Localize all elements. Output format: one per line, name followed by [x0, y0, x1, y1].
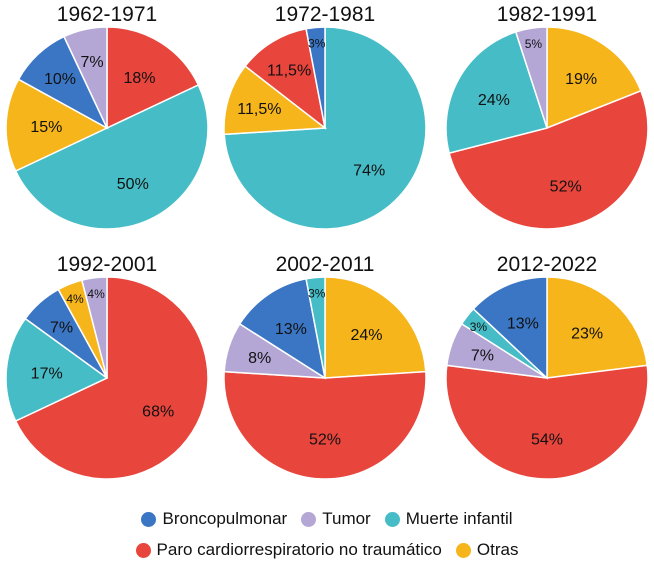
pie-chart-1972-1981: 1972-1981 74% 11,5% 11,5% 3% — [223, 3, 427, 230]
data-label-broncopulmonar: 3% — [308, 37, 326, 51]
pie-slice-paro-cardiorrespiratorio-no-traumatico — [223, 370, 427, 480]
data-label-broncopulmonar: 13% — [507, 315, 539, 332]
data-label-muerte-infantil: 3% — [308, 287, 326, 301]
data-label-broncopulmonar: 10% — [44, 71, 76, 88]
chart-title: 1992-2001 — [57, 253, 157, 276]
data-label-muerte-infantil: 17% — [31, 365, 63, 382]
chart-title: 1982-1991 — [497, 3, 597, 26]
pie-slice-tumor — [63, 26, 108, 129]
data-label-paro-cardiorrespiratorio-no-traumatico: 54% — [531, 432, 563, 449]
data-label-muerte-infantil: 74% — [353, 163, 385, 180]
data-label-paro-cardiorrespiratorio-no-traumatico: 68% — [142, 404, 174, 421]
pie-slice-broncopulmonar — [472, 276, 548, 380]
data-label-paro-cardiorrespiratorio-no-traumatico: 11,5% — [267, 62, 311, 79]
legend-label-muerte-infantil: Muerte infantil — [405, 509, 513, 528]
data-label-tumor: 7% — [80, 54, 103, 71]
chart-title: 1972-1981 — [275, 3, 375, 26]
pie-slice-muerte-infantil — [5, 317, 109, 422]
legend-swatch-broncopulmonar — [141, 511, 157, 527]
pie-chart-2002-2011: 2002-2011 24% 52% 8%13% 3% — [223, 253, 427, 480]
pie-slice-paro-cardiorrespiratorio-no-traumatico — [106, 26, 200, 130]
legend-label-tumor: Tumor — [322, 509, 371, 528]
pie-slice-paro-cardiorrespiratorio-no-traumatico — [445, 364, 649, 480]
legend-row-1: Broncopulmonar Tumor Muerte infantil — [0, 509, 654, 529]
data-label-tumor: 7% — [471, 348, 494, 365]
pie-chart-2012-2022: 2012-2022 23% 54% 7% 3% 13% — [445, 253, 649, 480]
data-label-paro-cardiorrespiratorio-no-traumatico: 52% — [309, 432, 341, 449]
legend-row-2: Paro cardiorrespiratorio no traumático O… — [0, 540, 654, 560]
chart-title: 2002-2011 — [276, 253, 375, 276]
pie-slice-muerte-infantil — [305, 276, 326, 379]
legend-item-broncopulmonar: Broncopulmonar — [141, 509, 287, 529]
pie-charts: 1962-197118%50%15%10%7%1972-198174%11,5%… — [5, 3, 649, 480]
pie-slice-paro-cardiorrespiratorio-no-traumatico — [14, 276, 209, 480]
pie-slice-otras — [546, 276, 649, 379]
pie-chart-1982-1991: 1982-1991 19% 52% 24% 5% — [445, 3, 649, 230]
legend-item-muerte-infantil: Muerte infantil — [384, 509, 513, 529]
legend-swatch-tumor — [301, 511, 317, 527]
pie-slice-broncopulmonar — [305, 26, 326, 129]
pie-chart-1962-1971: 1962-1971 18% 50% 15% 10%7% — [5, 3, 209, 230]
data-label-muerte-infantil: 3% — [470, 320, 488, 334]
data-label-broncopulmonar: 7% — [50, 320, 73, 337]
data-label-otras: 15% — [30, 119, 62, 136]
data-label-otras: 24% — [350, 327, 382, 344]
pie-slice-tumor — [514, 26, 548, 129]
legend-swatch-paro-cardiorrespiratorio — [135, 542, 151, 558]
data-label-broncopulmonar: 13% — [275, 321, 307, 338]
pie-chart-1992-2001: 1992-2001 68% 17% 7% 4% 4% — [5, 253, 209, 480]
data-label-muerte-infantil: 50% — [117, 176, 149, 193]
data-label-paro-cardiorrespiratorio-no-traumatico: 52% — [550, 179, 582, 196]
pie-slice-otras — [5, 78, 109, 172]
data-label-tumor: 8% — [248, 350, 271, 367]
data-label-tumor: 4% — [87, 287, 105, 301]
pie-slice-broncopulmonar — [238, 277, 327, 380]
data-label-muerte-infantil: 24% — [478, 92, 510, 109]
legend-swatch-muerte-infantil — [384, 511, 400, 527]
pie-slice-otras — [223, 65, 328, 136]
data-label-otras: 11,5% — [237, 101, 281, 118]
data-label-otras: 19% — [565, 71, 597, 88]
pie-slice-muerte-infantil — [14, 84, 209, 230]
legend-label-broncopulmonar: Broncopulmonar — [162, 509, 288, 528]
chart-title: 1962-1971 — [57, 3, 157, 26]
pie-slice-paro-cardiorrespiratorio-no-traumatico — [244, 27, 327, 130]
data-label-otras: 23% — [571, 326, 603, 343]
data-label-otras: 4% — [66, 292, 84, 306]
data-label-paro-cardiorrespiratorio-no-traumatico: 18% — [123, 70, 155, 87]
legend-item-paro-cardiorrespiratorio: Paro cardiorrespiratorio no traumático — [135, 540, 442, 560]
legend-item-otras: Otras — [455, 540, 519, 560]
pie-slice-otras — [546, 26, 642, 130]
legend-item-tumor: Tumor — [301, 509, 371, 529]
legend-label-otras: Otras — [476, 540, 519, 559]
pie-slice-paro-cardiorrespiratorio-no-traumatico — [448, 89, 649, 230]
data-label-tumor: 5% — [525, 37, 543, 51]
chart-title: 2012-2022 — [497, 253, 597, 276]
legend-label-paro-cardiorrespiratorio: Paro cardiorrespiratorio no traumático — [156, 540, 442, 559]
legend-swatch-otras — [455, 542, 471, 558]
pie-slice-muerte-infantil — [445, 30, 548, 155]
pie-slice-tumor — [80, 276, 108, 379]
pie-slice-otras — [324, 276, 427, 379]
